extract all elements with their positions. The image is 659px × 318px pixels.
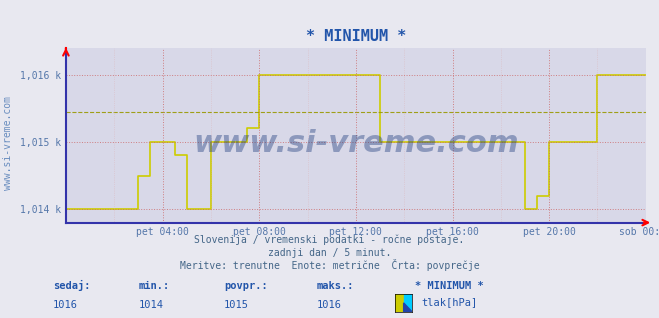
Text: zadnji dan / 5 minut.: zadnji dan / 5 minut. (268, 248, 391, 258)
Text: www.si-vreme.com: www.si-vreme.com (3, 96, 13, 190)
Text: tlak[hPa]: tlak[hPa] (422, 297, 478, 307)
Text: 1016: 1016 (316, 301, 341, 310)
Text: sedaj:: sedaj: (53, 280, 90, 291)
Text: maks.:: maks.: (316, 281, 354, 291)
Title: * MINIMUM *: * MINIMUM * (306, 29, 406, 44)
Text: Slovenija / vremenski podatki - ročne postaje.: Slovenija / vremenski podatki - ročne po… (194, 235, 465, 245)
Text: * MINIMUM *: * MINIMUM * (415, 281, 484, 291)
Text: www.si-vreme.com: www.si-vreme.com (193, 129, 519, 158)
Text: Meritve: trenutne  Enote: metrične  Črta: povprečje: Meritve: trenutne Enote: metrične Črta: … (180, 259, 479, 271)
Text: min.:: min.: (138, 281, 169, 291)
Text: 1015: 1015 (224, 301, 249, 310)
Text: 1014: 1014 (138, 301, 163, 310)
Text: 1016: 1016 (53, 301, 78, 310)
Polygon shape (403, 294, 412, 312)
Text: povpr.:: povpr.: (224, 281, 268, 291)
Polygon shape (403, 303, 412, 312)
